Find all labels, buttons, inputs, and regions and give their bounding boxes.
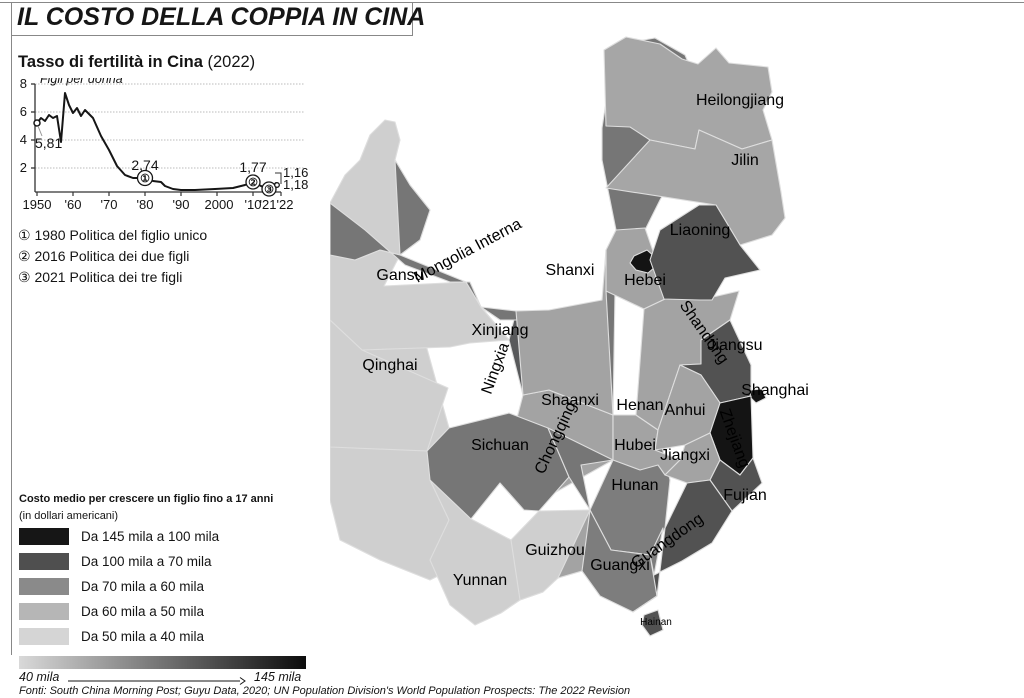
svg-text:Hebei: Hebei xyxy=(624,272,666,289)
svg-text:Ningxia: Ningxia xyxy=(479,340,513,396)
svg-text:4: 4 xyxy=(20,132,27,147)
svg-text:'60: '60 xyxy=(65,197,82,212)
svg-text:1,77: 1,77 xyxy=(239,159,266,175)
svg-text:6: 6 xyxy=(20,104,27,119)
svg-text:2000: 2000 xyxy=(205,197,234,212)
svg-text:8: 8 xyxy=(20,78,27,91)
svg-text:Figli per donna: Figli per donna xyxy=(40,78,123,86)
svg-text:Hainan: Hainan xyxy=(640,617,672,628)
svg-text:'21: '21 xyxy=(260,197,277,212)
svg-text:Henan: Henan xyxy=(616,397,663,414)
svg-text:Anhui: Anhui xyxy=(665,402,706,419)
svg-text:Hunan: Hunan xyxy=(611,477,658,494)
svg-text:①: ① xyxy=(140,173,150,185)
svg-text:Sichuan: Sichuan xyxy=(471,437,529,454)
svg-text:Fujian: Fujian xyxy=(723,487,767,504)
svg-text:Yunnan: Yunnan xyxy=(453,572,507,589)
svg-text:Qinghai: Qinghai xyxy=(362,357,417,374)
svg-text:Shanxi: Shanxi xyxy=(546,262,595,279)
svg-text:Hubei: Hubei xyxy=(614,437,656,454)
svg-text:Jilin: Jilin xyxy=(731,152,759,169)
svg-text:2: 2 xyxy=(20,160,27,175)
svg-text:'90: '90 xyxy=(173,197,190,212)
svg-text:Xinjiang: Xinjiang xyxy=(472,322,529,339)
svg-text:Liaoning: Liaoning xyxy=(670,222,731,239)
svg-text:'80: '80 xyxy=(137,197,154,212)
svg-text:'22: '22 xyxy=(277,197,294,212)
svg-text:'70: '70 xyxy=(101,197,118,212)
svg-text:Jiangsu: Jiangsu xyxy=(707,337,762,354)
svg-text:②: ② xyxy=(248,177,258,189)
svg-text:1,18: 1,18 xyxy=(283,177,308,192)
svg-text:Heilongjiang: Heilongjiang xyxy=(696,92,784,109)
svg-text:5,81: 5,81 xyxy=(35,135,62,151)
svg-text:Guizhou: Guizhou xyxy=(525,542,585,559)
svg-text:Jiangxi: Jiangxi xyxy=(660,447,710,464)
svg-text:Gansu: Gansu xyxy=(376,267,423,284)
svg-text:Shanghai: Shanghai xyxy=(741,382,809,399)
svg-text:Mongolia Interna: Mongolia Interna xyxy=(411,215,524,286)
svg-text:③: ③ xyxy=(264,184,274,196)
svg-text:1950: 1950 xyxy=(23,197,52,212)
